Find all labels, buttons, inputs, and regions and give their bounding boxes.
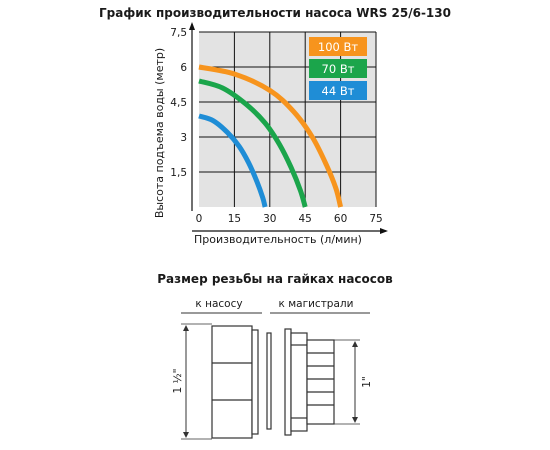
x-axis-label: Производительность (л/мин): [194, 233, 362, 246]
y-axis-label: Высота подъема воды (метр): [153, 48, 166, 218]
chart-title: График производительности насоса WRS 25/…: [99, 6, 451, 20]
series-line-2: [198, 78, 308, 208]
legend-swatch-3: [309, 81, 367, 100]
y-tick-label: 7,5: [170, 27, 187, 39]
legend-swatch-2: [309, 59, 367, 78]
series-line-1: [198, 64, 344, 208]
y-tick-label: 4,5: [170, 97, 187, 109]
x-axis-arrow: [380, 228, 388, 234]
y-tick-label: 6: [180, 62, 187, 74]
y-axis-arrow: [189, 22, 195, 30]
size-left-label: 1 ½": [172, 368, 184, 393]
legend-label-3: 44 Вт: [322, 84, 355, 98]
size-right-label: 1": [361, 376, 373, 388]
legend-label-2: 70 Вт: [322, 62, 355, 76]
x-tick-label: 60: [334, 213, 347, 225]
x-tick-label: 75: [369, 213, 382, 225]
x-tick-label: 0: [196, 213, 203, 225]
series-line-3: [198, 113, 268, 208]
y-tick-label: 3: [180, 132, 187, 144]
legend-swatch-1: [309, 37, 367, 56]
y-tick-label: 1,5: [170, 167, 187, 179]
nut-pump-side: [211, 325, 259, 439]
x-tick-label: 30: [263, 213, 276, 225]
nut-main-side: [284, 328, 335, 436]
label-to-pump: к насосу: [195, 298, 242, 310]
x-tick-label: 15: [228, 213, 241, 225]
label-to-main: к магистрали: [279, 298, 354, 310]
gasket: [266, 332, 272, 430]
x-tick-label: 45: [299, 213, 312, 225]
fittings-title: Размер резьбы на гайках насосов: [157, 272, 393, 286]
legend-label-1: 100 Вт: [318, 40, 358, 54]
